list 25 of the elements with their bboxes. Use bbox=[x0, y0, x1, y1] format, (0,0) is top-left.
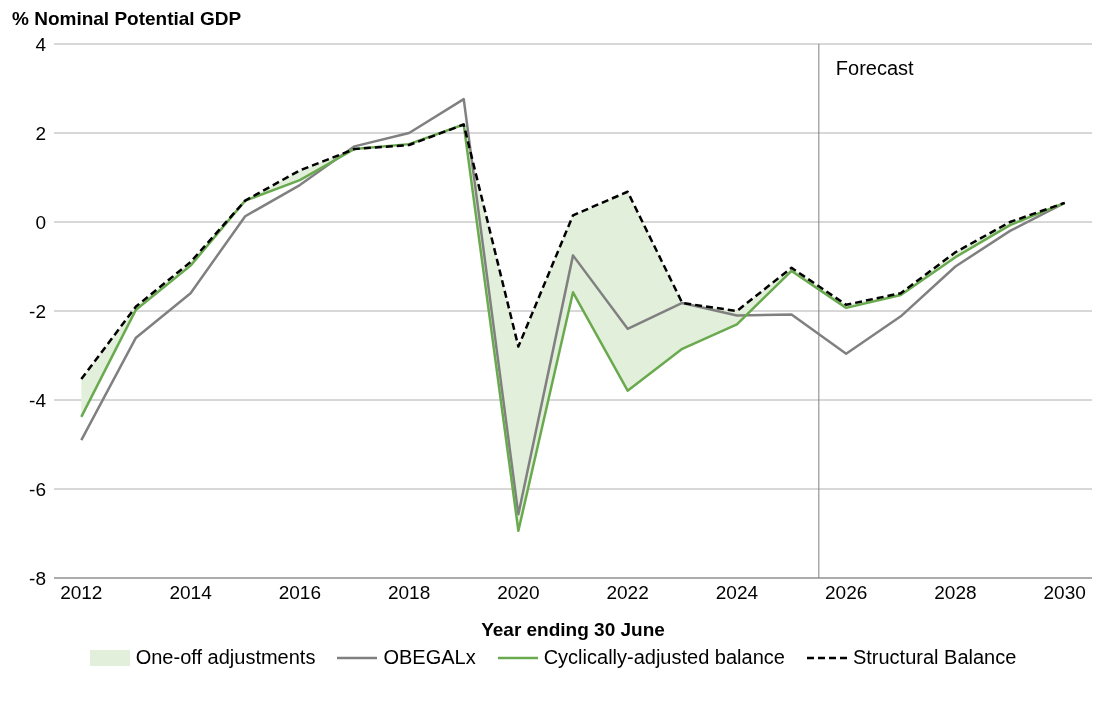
legend-label: Cyclically-adjusted balance bbox=[543, 646, 785, 669]
x-tick-label: 2016 bbox=[278, 582, 321, 604]
y-tick-label: 0 bbox=[35, 211, 46, 233]
x-tick-label: 2014 bbox=[169, 582, 213, 604]
y-axis-title: % Nominal Potential GDP bbox=[12, 8, 243, 31]
x-tick-label: 2028 bbox=[934, 582, 977, 604]
line-series bbox=[80, 123, 1066, 381]
text: One-off adjustments bbox=[135, 646, 316, 669]
x-tick-label: 2012 bbox=[60, 582, 103, 604]
y-tick-label: -6 bbox=[29, 478, 46, 500]
x-tick-label: 2024 bbox=[715, 582, 759, 604]
x-tick-label: 2022 bbox=[606, 582, 649, 604]
x-axis-title: Year ending 30 June bbox=[481, 619, 665, 640]
x-tick-label: 2018 bbox=[387, 582, 431, 604]
legend-label: Structural Balance bbox=[852, 646, 1017, 669]
x-tick-label: 2030 bbox=[1043, 582, 1086, 604]
x-tick-label: 2026 bbox=[825, 582, 868, 604]
y-tick-label: 2 bbox=[35, 122, 46, 144]
x-tick-label: 2020 bbox=[497, 582, 540, 604]
ref-line-label: Forecast bbox=[835, 57, 915, 80]
legend-label: OBEGALx bbox=[383, 646, 476, 669]
y-tick-label: -2 bbox=[29, 300, 46, 322]
y-tick-label: -8 bbox=[29, 567, 46, 589]
y-tick-label: -4 bbox=[29, 389, 47, 411]
y-tick-label: 4 bbox=[35, 33, 47, 55]
